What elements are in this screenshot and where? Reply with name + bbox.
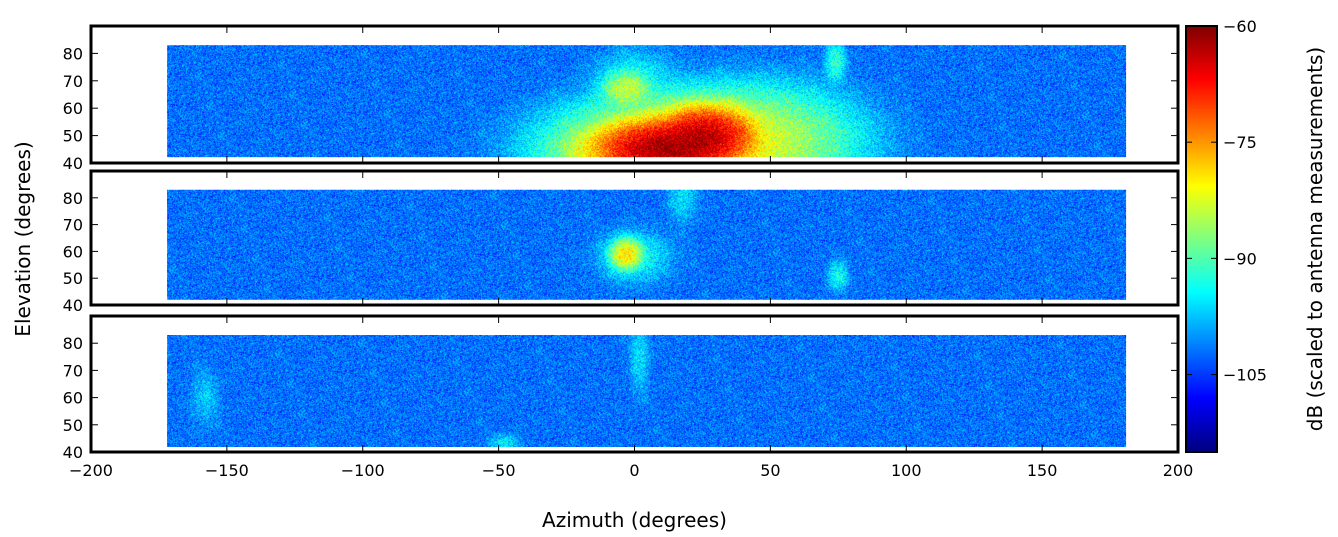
panel-3-heatmap-image	[167, 335, 1127, 448]
panel-2-ytick-label: 60	[63, 242, 83, 261]
panel-3-ytick-label: 80	[63, 334, 83, 353]
panel-1-ytick-label: 70	[63, 72, 83, 91]
xtick-label: 100	[891, 461, 922, 480]
xtick-label: 0	[629, 461, 639, 480]
panel-3-ytick-label: 50	[63, 416, 83, 435]
panel-3-ytick-label: 40	[63, 443, 83, 462]
panel-3-ytick-label: 60	[63, 389, 83, 408]
panel-2-ytick-label: 40	[63, 296, 83, 315]
panel-2-ytick-label: 80	[63, 189, 83, 208]
colorbar-tick-label: −105	[1223, 366, 1267, 385]
panel-1-ytick-label: 40	[63, 154, 83, 173]
xtick-label: 150	[1027, 461, 1058, 480]
panel-1-ytick-label: 50	[63, 127, 83, 146]
colorbar-tick-label: −90	[1223, 249, 1257, 268]
colorbar-gradient	[1186, 26, 1217, 452]
panel-1-ytick-label: 80	[63, 44, 83, 63]
colorbar-tick-label: −60	[1223, 17, 1257, 36]
xtick-label: 200	[1163, 461, 1194, 480]
panel-2-heatmap-image	[167, 189, 1127, 300]
xtick-label: −150	[205, 461, 249, 480]
panel-1-heatmap-image	[167, 45, 1127, 158]
colorbar-label: dB (scaled to antenna measurements)	[1303, 47, 1327, 431]
panel-1-ytick-label: 60	[63, 99, 83, 118]
y-axis-label: Elevation (degrees)	[11, 141, 35, 336]
colorbar-tick-label: −75	[1223, 133, 1257, 152]
xtick-label: 50	[760, 461, 780, 480]
panel-2-ytick-label: 50	[63, 269, 83, 288]
panel-3-ytick-label: 70	[63, 361, 83, 380]
panel-2-ytick-label: 70	[63, 216, 83, 235]
colorbar-frame	[1185, 25, 1218, 453]
xtick-label: −200	[69, 461, 113, 480]
xtick-label: −50	[482, 461, 516, 480]
xtick-label: −100	[341, 461, 385, 480]
x-axis-label: Azimuth (degrees)	[542, 508, 727, 532]
